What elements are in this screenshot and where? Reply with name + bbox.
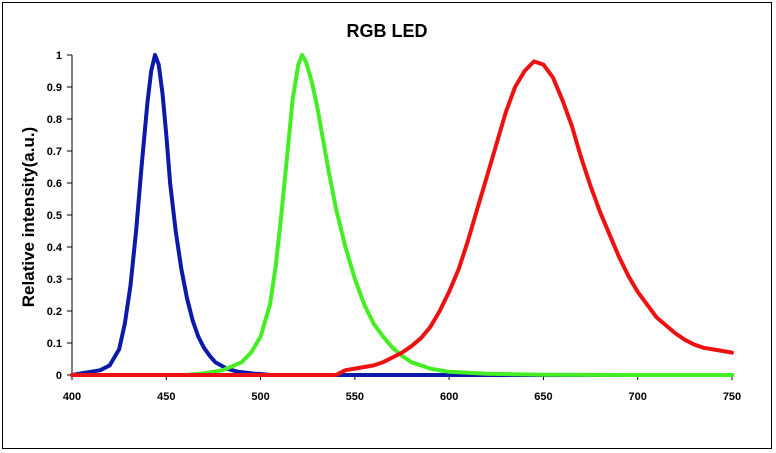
y-tick-label: 1: [56, 50, 62, 62]
x-tick-label: 600: [440, 391, 458, 403]
y-tick-label: 0.1: [47, 338, 62, 350]
series-line-green: [70, 53, 734, 377]
series-line-blue: [70, 53, 734, 377]
y-tick-label: 0.5: [47, 210, 62, 222]
y-tick-label: 0.7: [47, 146, 62, 158]
chart-title: RGB LED: [347, 21, 428, 41]
x-tick-label: 500: [251, 391, 269, 403]
x-tick-label: 550: [346, 391, 364, 403]
x-tick-label: 650: [534, 391, 552, 403]
y-axis-label: Relative intensity(a.u.): [19, 127, 38, 307]
y-tick-label: 0.8: [47, 114, 62, 126]
y-tick-label: 0.4: [47, 242, 63, 254]
x-tick-label: 400: [63, 391, 81, 403]
spectrum-chart: RGB LED Relative intensity(a.u.) 0 0.1 0.2…: [19, 21, 741, 403]
y-tick-label: 0.9: [47, 82, 62, 94]
axes: 0 0.1 0.2 0.3 0.4 0.5 0.6 0.7 0.8 0.9 1 400 450 500 55…: [47, 50, 741, 403]
y-tick-label: 0.6: [47, 178, 62, 190]
chart-frame: RGB LED Relative intensity(a.u.) 0 0.1 0.2…: [2, 2, 772, 449]
series-line-red: [70, 59, 734, 377]
y-tick-label: 0.2: [47, 306, 62, 318]
y-tick-label: 0.3: [47, 274, 62, 286]
x-tick-label: 700: [629, 391, 647, 403]
plot-series: [70, 53, 734, 377]
x-tick-label: 750: [723, 391, 741, 403]
y-tick-label: 0: [56, 370, 62, 382]
x-tick-label: 450: [157, 391, 175, 403]
